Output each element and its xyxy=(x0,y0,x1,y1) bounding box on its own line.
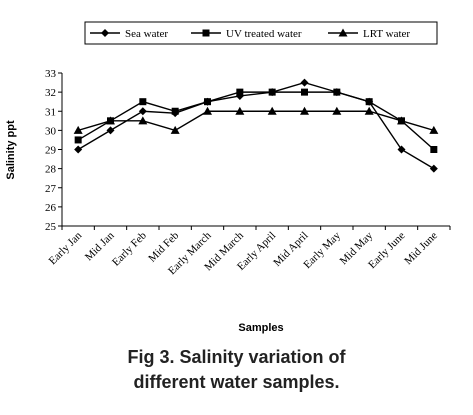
data-point xyxy=(429,164,438,173)
data-point xyxy=(300,78,309,87)
y-tick-label: 27 xyxy=(45,183,57,195)
figure-caption-line-1: Fig 3. Salinity variation of xyxy=(127,347,346,367)
data-point xyxy=(332,106,342,115)
series-line xyxy=(77,110,435,132)
data-point xyxy=(106,116,115,125)
x-tick-label: Mid June xyxy=(402,230,440,268)
y-tick-label: 31 xyxy=(45,106,56,118)
legend: Sea water UV treated water LRT water xyxy=(84,21,438,45)
legend-label: LRT water xyxy=(363,28,410,40)
data-point xyxy=(397,116,406,125)
data-point xyxy=(267,106,277,115)
series-line xyxy=(77,91,435,151)
data-point xyxy=(74,136,82,144)
figure-caption-line-2: different water samples. xyxy=(133,372,340,392)
series-layer xyxy=(73,78,439,173)
y-tick-label: 28 xyxy=(45,164,57,176)
y-tick-label: 30 xyxy=(45,125,57,137)
y-tick-label: 32 xyxy=(45,87,56,99)
legend-marker xyxy=(338,28,348,37)
legend-label: UV treated water xyxy=(226,28,302,40)
y-tick-label: 29 xyxy=(45,145,57,157)
x-tick-label: Early Jan xyxy=(47,229,85,267)
data-point xyxy=(170,125,180,134)
data-point xyxy=(364,106,374,115)
data-point xyxy=(430,146,438,153)
data-point xyxy=(333,88,341,96)
data-point xyxy=(139,98,147,106)
data-point xyxy=(235,106,245,115)
data-point xyxy=(268,88,276,96)
data-point xyxy=(300,106,309,115)
data-point xyxy=(236,88,244,96)
data-point xyxy=(171,107,179,115)
legend-marker xyxy=(101,29,109,37)
y-tick-label: 33 xyxy=(45,68,57,80)
series-lrt-water xyxy=(73,106,439,134)
y-axis-label: Salinity ppt xyxy=(5,120,17,180)
data-point xyxy=(203,106,212,115)
legend-label: Sea water xyxy=(125,28,168,40)
series-line xyxy=(77,81,435,170)
data-point xyxy=(301,88,308,96)
y-tick-label: 25 xyxy=(45,221,57,233)
data-point xyxy=(204,98,211,106)
y-tick-label: 26 xyxy=(45,202,57,214)
data-point xyxy=(397,145,406,154)
legend-box xyxy=(84,21,438,45)
x-axis-label: Samples xyxy=(238,322,283,334)
legend-marker xyxy=(202,29,210,37)
data-point xyxy=(73,125,83,134)
data-point xyxy=(365,98,373,106)
x-tick-label: Early Feb xyxy=(110,229,149,268)
data-point xyxy=(138,107,147,116)
data-point xyxy=(429,125,439,134)
data-point xyxy=(138,116,148,125)
series-uv-treated-water xyxy=(74,88,438,153)
data-point xyxy=(106,126,115,135)
data-point xyxy=(74,145,83,154)
